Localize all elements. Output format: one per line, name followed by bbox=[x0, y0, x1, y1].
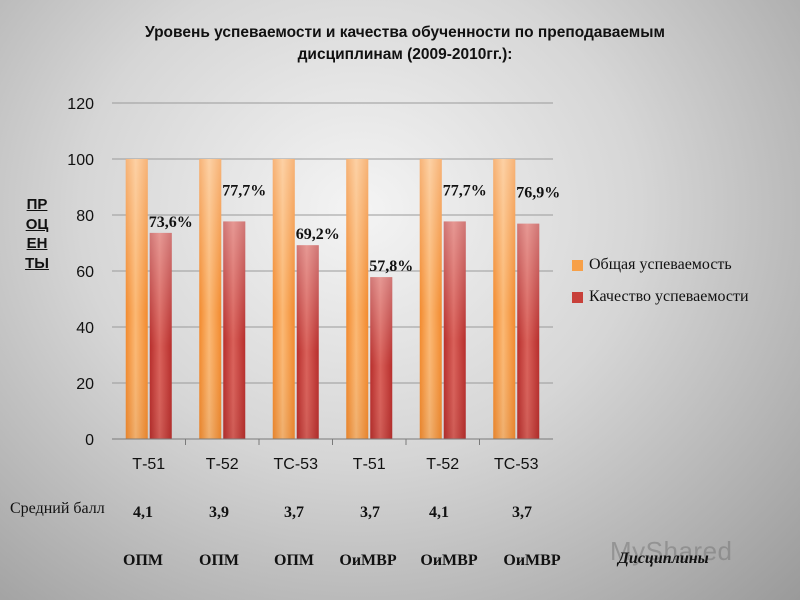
watermark: MyShared bbox=[610, 536, 733, 566]
average-score-value: 3,9 bbox=[209, 504, 229, 521]
chart-title-line2: дисциплинам (2009-2010гг.): bbox=[297, 46, 513, 63]
legend-item-series2: Качество успеваемости bbox=[572, 288, 749, 306]
y-tick-label: 100 bbox=[67, 152, 94, 169]
average-score-value: 3,7 bbox=[512, 504, 532, 521]
x-tick-label-1: Т-51 bbox=[132, 456, 165, 473]
data-labels: 73,6% 77,7% 69,2% 57,8% 77,7% 76,9% bbox=[149, 182, 561, 275]
x-tick-label-6: ТС-53 bbox=[494, 456, 539, 473]
chart-title-line1: Уровень успеваемости и качества обученно… bbox=[145, 24, 665, 41]
discipline-label: ОиМВР bbox=[503, 552, 561, 569]
bar-overall-shine-1 bbox=[125, 159, 148, 439]
bar-overall-shine-5 bbox=[419, 159, 442, 439]
bar-quality-shine-6 bbox=[517, 223, 540, 439]
discipline-label: ОиМВР bbox=[339, 552, 397, 569]
y-tick-label: 80 bbox=[76, 208, 94, 225]
legend-item-series1: Общая успеваемость bbox=[572, 256, 749, 274]
data-label-5: 77,7% bbox=[443, 182, 487, 199]
data-label-1: 73,6% bbox=[149, 214, 193, 231]
average-score-value: 3,7 bbox=[284, 504, 304, 521]
average-score-value: 4,1 bbox=[429, 504, 449, 521]
y-tick-labels: 0 20 40 60 80 100 120 bbox=[67, 96, 94, 449]
y-tick-label: 0 bbox=[85, 432, 94, 449]
legend: Общая успеваемость Качество успеваемости bbox=[572, 256, 749, 320]
legend-label-series1: Общая успеваемость bbox=[589, 256, 732, 273]
discipline-label: ОиМВР bbox=[420, 552, 478, 569]
legend-label-series2: Качество успеваемости bbox=[589, 288, 749, 305]
grid-lines bbox=[112, 102, 553, 440]
bar-quality-shine-4 bbox=[370, 277, 393, 439]
x-tick-label-3: ТС-53 bbox=[274, 456, 319, 473]
chart-title: Уровень успеваемости и качества обученно… bbox=[60, 22, 750, 66]
bar-quality-shine-1 bbox=[149, 232, 172, 439]
bar-quality-shine-5 bbox=[443, 221, 466, 439]
bars bbox=[125, 159, 540, 439]
bar-overall-shine-2 bbox=[199, 159, 222, 439]
legend-swatch-series1 bbox=[572, 259, 583, 271]
y-tick-label: 40 bbox=[76, 320, 94, 337]
x-tick-labels: Т-51 Т-52 ТС-53 Т-51 Т-52 ТС-53 bbox=[132, 439, 539, 473]
data-label-6: 76,9% bbox=[516, 185, 560, 202]
bar-overall-shine-4 bbox=[346, 159, 369, 439]
y-tick-label: 60 bbox=[76, 264, 94, 281]
discipline-label: ОПМ bbox=[274, 552, 314, 569]
bar-overall-shine-3 bbox=[272, 159, 295, 439]
data-label-4: 57,8% bbox=[369, 258, 413, 275]
data-label-2: 77,7% bbox=[222, 182, 266, 199]
discipline-label: ОПМ bbox=[123, 552, 163, 569]
discipline-label: ОПМ bbox=[199, 552, 239, 569]
bar-overall-shine-6 bbox=[493, 159, 516, 439]
data-label-3: 69,2% bbox=[296, 226, 340, 243]
disciplines-caption: Дисциплины bbox=[618, 550, 709, 567]
average-score-caption: Средний балл bbox=[10, 498, 105, 520]
x-tick-label-2: Т-52 bbox=[206, 456, 239, 473]
average-score-caption-text: Средний балл bbox=[10, 500, 105, 517]
legend-swatch-series2 bbox=[572, 291, 583, 303]
average-score-value: 4,1 bbox=[133, 504, 153, 521]
x-tick-label-4: Т-51 bbox=[353, 456, 386, 473]
bar-quality-shine-3 bbox=[296, 245, 319, 439]
y-axis-label: ПРОЦЕНТЫ bbox=[25, 196, 49, 272]
average-score-value: 3,7 bbox=[360, 504, 380, 521]
y-tick-label: 120 bbox=[67, 96, 94, 113]
bar-quality-shine-2 bbox=[223, 221, 246, 439]
x-tick-label-5: Т-52 bbox=[426, 456, 459, 473]
y-tick-label: 20 bbox=[76, 376, 94, 393]
